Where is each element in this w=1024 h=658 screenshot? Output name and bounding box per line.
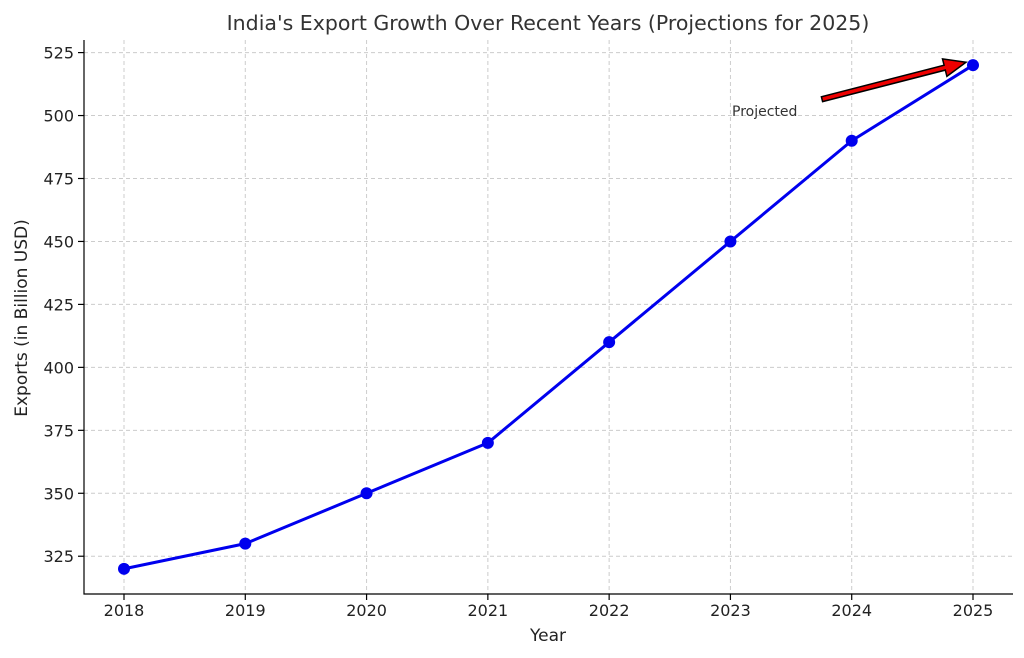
series bbox=[118, 59, 979, 575]
x-tick-label: 2020 bbox=[346, 601, 387, 620]
data-point bbox=[724, 235, 737, 248]
data-point bbox=[118, 562, 130, 575]
data-point bbox=[239, 537, 252, 550]
data-point bbox=[845, 134, 858, 147]
data-point bbox=[967, 59, 979, 72]
annotation-text: Projected bbox=[732, 104, 797, 120]
data-point bbox=[603, 336, 616, 349]
y-tick-label: 475 bbox=[43, 170, 74, 189]
x-tick-label: 2024 bbox=[831, 601, 872, 620]
annotations: Projected bbox=[732, 58, 968, 120]
x-axis-label: Year bbox=[529, 626, 566, 646]
series-line bbox=[123, 63, 974, 571]
y-tick-label: 375 bbox=[43, 421, 74, 440]
x-tick-label: 2025 bbox=[953, 601, 994, 620]
y-axis: 325 350 375 400 425 450 475 500 525 bbox=[43, 44, 84, 566]
y-tick-label: 425 bbox=[43, 295, 74, 314]
x-tick-label: 2022 bbox=[589, 601, 630, 620]
y-tick-label: 525 bbox=[43, 44, 74, 63]
annotation-arrow bbox=[820, 58, 968, 103]
data-point bbox=[481, 436, 494, 449]
y-axis-label: Exports (in Billion USD) bbox=[12, 219, 32, 417]
y-tick-label: 400 bbox=[43, 358, 74, 377]
axis-spine bbox=[83, 40, 1013, 595]
axes bbox=[83, 40, 1013, 595]
data-point bbox=[360, 487, 373, 500]
y-tick-label: 450 bbox=[43, 232, 74, 251]
y-tick-label: 325 bbox=[43, 547, 74, 566]
x-tick-label: 2019 bbox=[225, 601, 266, 620]
x-axis: 2018 2019 2020 2021 2022 2023 2024 2025 bbox=[104, 594, 994, 620]
grid bbox=[84, 40, 1013, 594]
x-tick-label: 2018 bbox=[104, 601, 145, 620]
x-tick-label: 2021 bbox=[467, 601, 508, 620]
y-tick-label: 500 bbox=[43, 107, 74, 126]
chart-title: India's Export Growth Over Recent Years … bbox=[227, 11, 870, 35]
x-tick-label: 2023 bbox=[710, 601, 751, 620]
y-tick-label: 350 bbox=[43, 484, 74, 503]
